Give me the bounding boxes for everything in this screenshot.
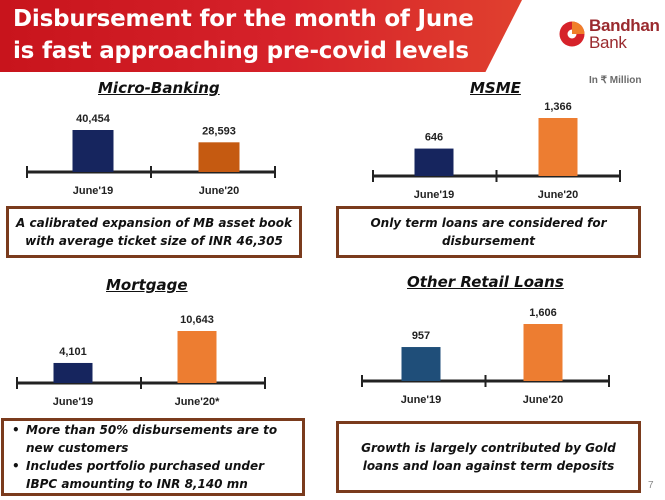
- logo-text-bank: Bank: [589, 33, 627, 52]
- msme-bar-1: [414, 148, 454, 176]
- title-banner: [0, 0, 522, 72]
- note-mortgage-bullet-2: Includes portfolio purchased under IBPC …: [10, 457, 294, 493]
- other-retail-loans-category-label-1: June'19: [401, 394, 442, 406]
- msme-value-label-1: 646: [425, 132, 443, 144]
- chart-other-retail-loans: 957 June'19 1,606 June'20: [354, 306, 619, 411]
- note-other-retail-loans-text: Growth is largely contributed by Gold lo…: [361, 441, 616, 473]
- chart-msme: 646 June'19 1,366 June'20: [365, 101, 630, 201]
- chart-title-micro-banking: Micro-Banking: [98, 79, 220, 97]
- micro-banking-category-label-2: June'20: [199, 185, 240, 197]
- msme-category-label-2: June'20: [538, 189, 579, 201]
- other-retail-loans-bar-2: [523, 324, 563, 381]
- micro-banking-bar-2: [198, 142, 240, 172]
- chart-title-mortgage: Mortgage: [106, 276, 188, 294]
- mortgage-bar-1: [53, 362, 93, 383]
- unit-note: In ₹ Million: [589, 75, 642, 86]
- other-retail-loans-value-label-1: 957: [412, 330, 430, 342]
- msme-category-label-1: June'19: [414, 189, 455, 201]
- micro-banking-value-label-1: 40,454: [76, 113, 111, 125]
- mortgage-bar-2: [177, 331, 217, 383]
- micro-banking-category-label-1: June'19: [73, 185, 114, 197]
- other-retail-loans-value-label-2: 1,606: [529, 307, 557, 319]
- micro-banking-bar-1: [72, 130, 114, 172]
- msme-value-label-2: 1,366: [544, 101, 572, 113]
- bank-logo-icon: [559, 21, 585, 47]
- note-mortgage-list: More than 50% disbursements are to new c…: [10, 421, 294, 493]
- note-micro-banking-text: A calibrated expansion of MB asset book …: [16, 216, 292, 248]
- chart-micro-banking: 40,454 June'19 28,593 June'20: [17, 105, 285, 201]
- note-msme: Only term loans are considered for disbu…: [336, 206, 641, 258]
- mortgage-value-label-1: 4,101: [59, 346, 87, 358]
- note-micro-banking: A calibrated expansion of MB asset book …: [6, 206, 302, 258]
- mortgage-category-label-2: June'20*: [175, 396, 221, 408]
- mortgage-value-label-2: 10,643: [180, 314, 214, 326]
- note-mortgage: More than 50% disbursements are to new c…: [1, 418, 305, 496]
- note-mortgage-bullet-1: More than 50% disbursements are to new c…: [10, 421, 294, 457]
- chart-title-msme: MSME: [470, 79, 521, 97]
- page-number: 7: [648, 480, 654, 491]
- other-retail-loans-bar-1: [401, 347, 441, 381]
- slide-title: Disbursement for the month of June is fa…: [13, 6, 474, 64]
- logo-text-bandhan: Bandhan: [589, 16, 660, 35]
- note-other-retail-loans: Growth is largely contributed by Gold lo…: [336, 421, 641, 493]
- bandhan-bank-logo: Bandhan Bank: [558, 14, 660, 54]
- note-msme-text: Only term loans are considered for disbu…: [370, 216, 607, 248]
- other-retail-loans-category-label-2: June'20: [523, 394, 564, 406]
- mortgage-category-label-1: June'19: [53, 396, 94, 408]
- micro-banking-value-label-2: 28,593: [202, 125, 236, 137]
- chart-title-other-retail-loans: Other Retail Loans: [407, 273, 564, 291]
- chart-mortgage: 4,101 June'19 10,643 June'20*: [7, 304, 275, 409]
- msme-bar-2: [538, 118, 578, 176]
